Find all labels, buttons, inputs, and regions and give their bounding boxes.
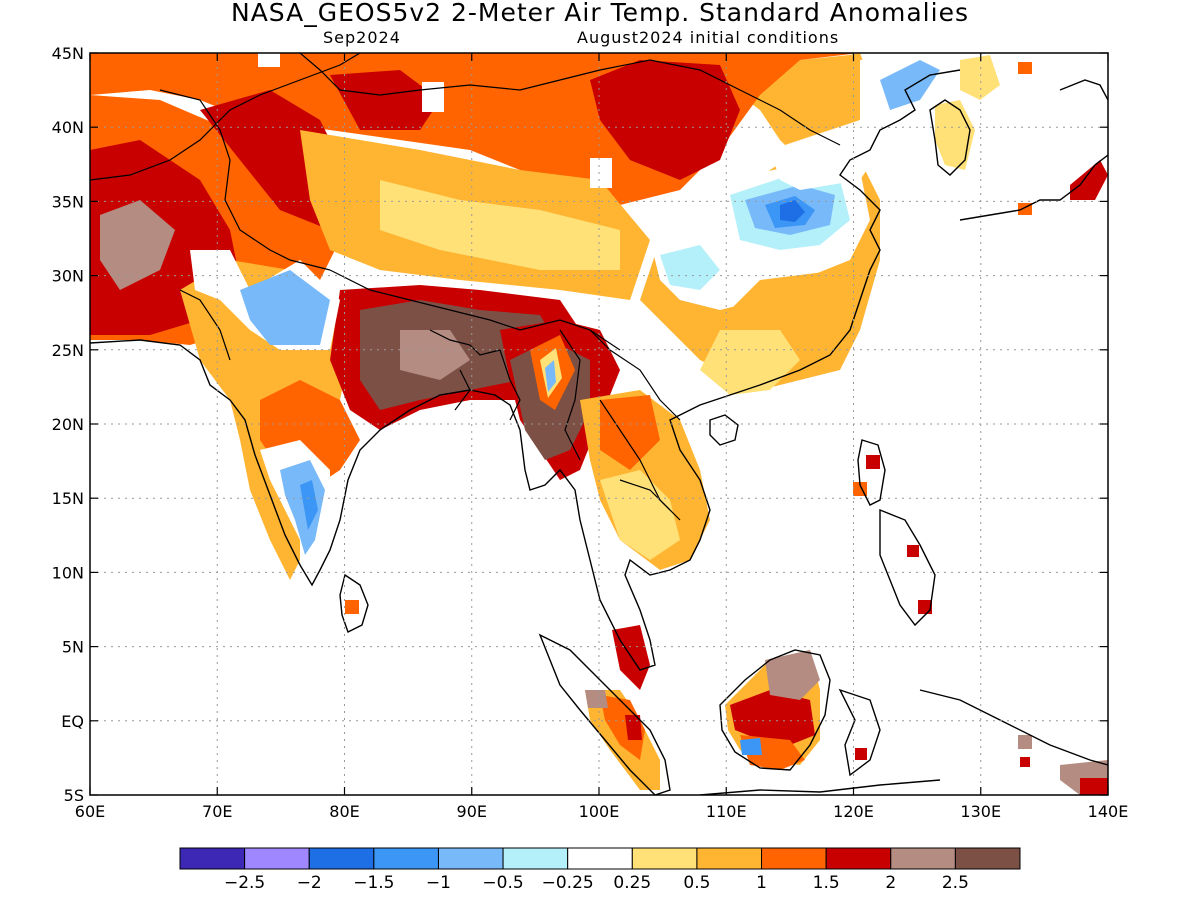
map-title: NASA_GEOS5v2 2-Meter Air Temp. Standard … xyxy=(231,0,969,27)
lon-tick-label: 100E xyxy=(579,802,620,821)
lon-tick-label: 60E xyxy=(75,802,105,821)
colorbar-swatch xyxy=(761,847,827,870)
colorbar-label: 1 xyxy=(756,873,767,893)
colorbar-swatch xyxy=(179,847,246,870)
lat-tick-label: 30N xyxy=(52,267,84,286)
lat-tick-label: 20N xyxy=(52,415,84,434)
colorbar-label: −1 xyxy=(426,873,451,893)
lat-tick-label: 25N xyxy=(52,341,84,360)
colorbar-swatch xyxy=(631,847,698,870)
colorbar-label: −1.5 xyxy=(353,873,394,893)
gridlines xyxy=(90,53,1108,795)
colorbar-label: −0.25 xyxy=(542,873,594,893)
colorbar-swatch xyxy=(567,847,633,870)
colorbar-swatch xyxy=(954,847,1021,870)
colorbar: −2.5 −2 −1.5 −1 −0.5 −0.25 0.25 0.5 1 1.5 2 2.5 xyxy=(179,847,1021,893)
colorbar-swatch xyxy=(308,847,375,870)
colorbar-label: 2 xyxy=(885,873,896,893)
forecast-month: Sep2024 xyxy=(323,28,401,47)
colorbar-swatch xyxy=(437,847,504,870)
colorbar-swatch xyxy=(825,847,892,870)
lon-tick-label: 120E xyxy=(833,802,874,821)
colorbar-label: 0.5 xyxy=(683,873,710,893)
colorbar-label: −2.5 xyxy=(224,873,265,893)
longitude-axis: 60E 70E 80E 90E 100E 110E 120E 130E 140E xyxy=(75,53,1129,821)
lon-tick-label: 90E xyxy=(457,802,487,821)
colorbar-label: 1.5 xyxy=(813,873,840,893)
colorbar-label: 2.5 xyxy=(942,873,969,893)
lat-tick-label: 5S xyxy=(64,786,84,805)
colorbar-label: −2 xyxy=(297,873,322,893)
colorbar-label: −0.5 xyxy=(482,873,523,893)
lat-tick-label: 15N xyxy=(52,489,84,508)
colorbar-label: 0.25 xyxy=(613,873,651,893)
lat-tick-label: EQ xyxy=(61,712,84,731)
lat-tick-label: 40N xyxy=(52,118,84,137)
lon-tick-label: 110E xyxy=(706,802,747,821)
lon-tick-label: 80E xyxy=(329,802,359,821)
lat-tick-label: 5N xyxy=(62,638,84,657)
lon-tick-label: 140E xyxy=(1088,802,1129,821)
lat-tick-label: 45N xyxy=(52,44,84,63)
country-borders xyxy=(90,53,841,521)
anomaly-shading xyxy=(90,53,1108,795)
lon-tick-label: 130E xyxy=(960,802,1001,821)
colorbar-swatch xyxy=(373,847,439,870)
colorbar-swatch xyxy=(696,847,763,870)
coastlines xyxy=(90,69,1108,795)
latitude-axis: 45N 40N 35N 30N 25N 20N 15N 10N 5N EQ 5S xyxy=(52,44,1108,805)
lat-tick-label: 35N xyxy=(52,192,84,211)
initial-conditions: August2024 initial conditions xyxy=(577,28,840,47)
colorbar-swatch xyxy=(244,847,310,870)
lon-tick-label: 70E xyxy=(202,802,232,821)
colorbar-swatch xyxy=(502,847,569,870)
colorbar-swatch xyxy=(890,847,956,870)
lat-tick-label: 10N xyxy=(52,563,84,582)
